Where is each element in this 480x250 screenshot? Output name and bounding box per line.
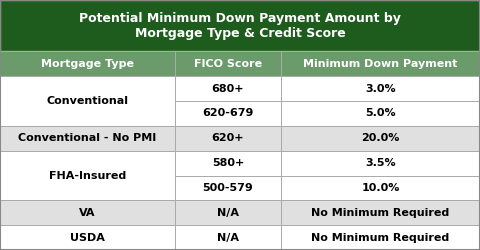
Text: Mortgage Type: Mortgage Type bbox=[41, 59, 134, 69]
Bar bbox=[175, 151, 281, 176]
Bar bbox=[281, 51, 480, 76]
Bar bbox=[0, 225, 175, 250]
Bar bbox=[175, 76, 281, 101]
Bar bbox=[0, 126, 175, 151]
Bar bbox=[175, 51, 281, 76]
Text: 5.0%: 5.0% bbox=[365, 108, 396, 118]
Bar bbox=[281, 151, 480, 176]
Bar bbox=[175, 225, 281, 250]
Bar bbox=[281, 76, 480, 101]
Bar bbox=[0, 51, 175, 76]
Bar bbox=[281, 101, 480, 126]
Text: 620-679: 620-679 bbox=[202, 108, 254, 118]
Bar bbox=[175, 176, 281, 200]
Bar bbox=[0, 200, 175, 225]
Text: Conventional - No PMI: Conventional - No PMI bbox=[18, 133, 157, 143]
Text: VA: VA bbox=[79, 208, 96, 218]
Bar bbox=[175, 200, 281, 225]
Bar bbox=[281, 126, 480, 151]
Text: Conventional: Conventional bbox=[47, 96, 129, 106]
Text: No Minimum Required: No Minimum Required bbox=[311, 232, 450, 242]
Text: 20.0%: 20.0% bbox=[361, 133, 399, 143]
Bar bbox=[175, 101, 281, 126]
Text: 500-579: 500-579 bbox=[203, 183, 253, 193]
Text: No Minimum Required: No Minimum Required bbox=[311, 208, 450, 218]
Bar bbox=[281, 200, 480, 225]
Bar bbox=[0, 151, 175, 200]
Text: 680+: 680+ bbox=[212, 84, 244, 94]
Text: Potential Minimum Down Payment Amount by
Mortgage Type & Credit Score: Potential Minimum Down Payment Amount by… bbox=[79, 12, 401, 40]
Bar bbox=[281, 176, 480, 200]
Text: N/A: N/A bbox=[217, 232, 239, 242]
Text: FHA-Insured: FHA-Insured bbox=[49, 170, 126, 180]
Text: 3.0%: 3.0% bbox=[365, 84, 396, 94]
Text: FICO Score: FICO Score bbox=[194, 59, 262, 69]
Bar bbox=[175, 126, 281, 151]
Bar bbox=[0, 76, 175, 126]
Text: USDA: USDA bbox=[70, 232, 105, 242]
Text: N/A: N/A bbox=[217, 208, 239, 218]
Bar bbox=[281, 225, 480, 250]
Text: Minimum Down Payment: Minimum Down Payment bbox=[303, 59, 457, 69]
Text: 10.0%: 10.0% bbox=[361, 183, 399, 193]
Text: 580+: 580+ bbox=[212, 158, 244, 168]
Bar bbox=[0, 0, 480, 51]
Text: 3.5%: 3.5% bbox=[365, 158, 396, 168]
Text: 620+: 620+ bbox=[212, 133, 244, 143]
